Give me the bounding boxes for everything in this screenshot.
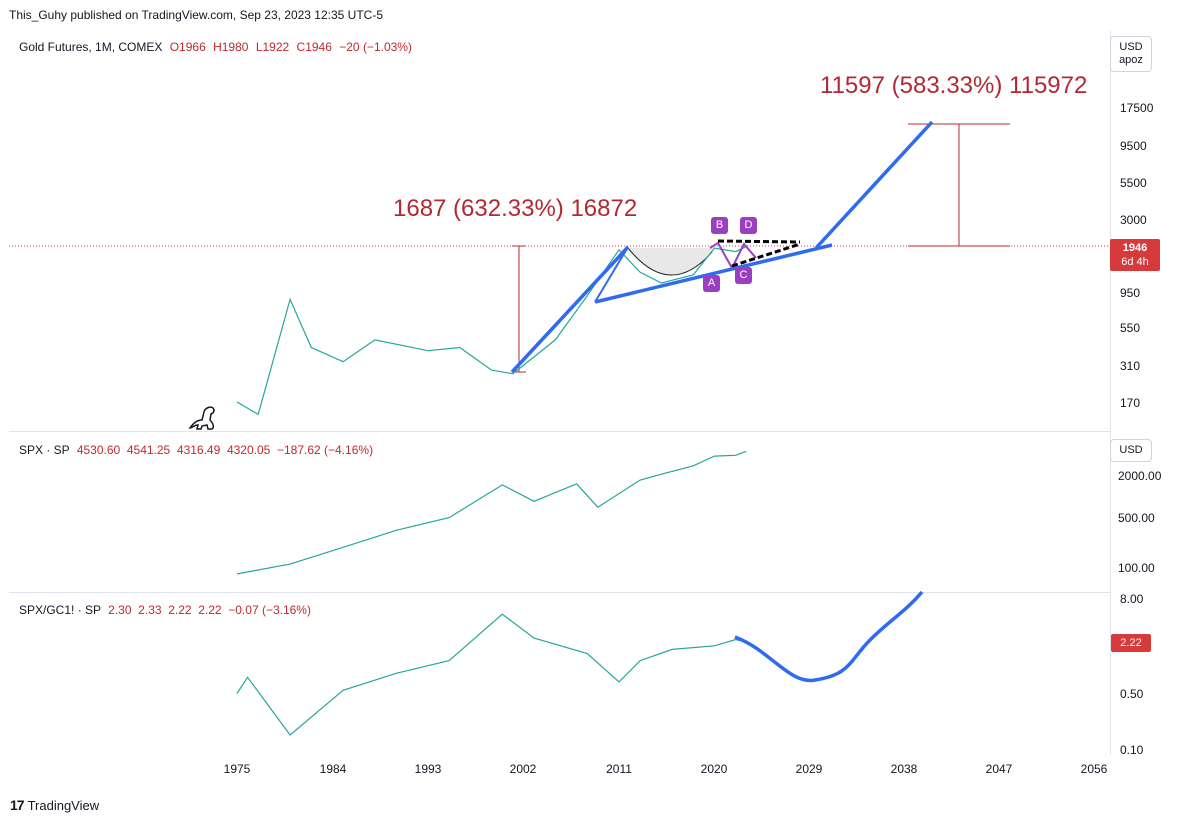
panel-divider [9,431,1111,432]
symbol-label: Gold Futures, 1M, COMEX [19,40,163,54]
symbol-label: SPX/GC1! · SP [19,603,101,617]
x-tick-label: 1975 [223,762,251,776]
tv-logo-icon: 17 [10,797,25,813]
x-tick-label: 2011 [606,762,632,776]
ratio-legend[interactable]: SPX/GC1! · SP 2.30 2.33 2.22 2.22 −0.07 … [19,603,311,617]
gold-futures-legend[interactable]: Gold Futures, 1M, COMEX O1966 H1980 L192… [19,40,412,54]
pattern-point-c[interactable]: C [735,267,752,284]
ohlc-values: 4530.60 4541.25 4316.49 4320.05 −187.62 … [76,443,374,457]
unit-label: apoz [1119,54,1143,66]
x-tick-label: 1984 [319,762,347,776]
y-tick-label: 2000.00 [1118,469,1162,483]
gold-price-series [236,246,747,416]
ratio-price-tag: 2.22 [1111,634,1151,652]
y-tick-label: 5500 [1120,176,1147,190]
price-axis-divider [1110,30,1111,755]
spx-price-series [236,450,747,575]
currency-label: USD [1119,41,1143,53]
dinosaur-icon [188,406,215,430]
measure-label-1[interactable]: 1687 (632.33%) 16872 [393,195,638,222]
panel-divider [9,592,1111,593]
price-value: 1946 [1122,242,1148,254]
cup-shading [628,248,712,276]
y-tick-label: 310 [1120,359,1141,373]
triangle-top-line [717,239,801,244]
currency-label: USD [1119,444,1143,456]
y-tick-label: 3000 [1120,213,1147,227]
pattern-point-a[interactable]: A [703,275,720,292]
current-price-tag: 1946 6d 4h [1110,239,1160,271]
y-tick-label: 170 [1120,396,1141,410]
y-tick-label: 550 [1120,321,1141,335]
y-tick-label: 500.00 [1118,511,1155,525]
tradingview-footer[interactable]: 17 TradingView [10,797,99,813]
x-tick-label: 2020 [700,762,728,776]
spx-legend[interactable]: SPX · SP 4530.60 4541.25 4316.49 4320.05… [19,443,373,457]
y-tick-label: 950 [1120,286,1141,300]
pattern-point-b[interactable]: B [711,217,728,234]
trend-line-connector [594,246,629,303]
x-tick-label: 2047 [985,762,1013,776]
x-tick-label: 1993 [414,762,442,776]
ohlc-high: H1980 [213,40,249,54]
published-by-line: This_Guhy published on TradingView.com, … [9,8,384,22]
y-tick-label: 9500 [1120,139,1147,153]
y-tick-label: 17500 [1120,101,1154,115]
trend-line-upswing[interactable] [510,245,630,374]
triangle-bottom-line [731,242,801,268]
countdown-value: 6d 4h [1121,256,1149,268]
cup-outline [627,247,713,276]
y-tick-label: 100.00 [1118,561,1155,575]
ohlc-values: 2.30 2.33 2.22 2.22 −0.07 (−3.16%) [108,603,311,617]
x-tick-label: 2038 [890,762,918,776]
ratio-projection-curve[interactable] [734,590,924,683]
currency-unit-button[interactable]: USD apoz [1110,36,1152,72]
y-tick-label: 0.50 [1120,687,1144,701]
currency-unit-button[interactable]: USD [1110,439,1152,462]
x-tick-label: 2056 [1080,762,1108,776]
ratio-price-series [236,613,747,736]
ohlc-low: L1922 [255,40,290,54]
brand-name: TradingView [27,797,100,813]
ohlc-close: C1946 [296,40,332,54]
ohlc-open: O1966 [169,40,206,54]
trend-line-support[interactable] [594,243,833,304]
change-value: −20 (−1.03%) [339,40,412,54]
pattern-point-d[interactable]: D [740,217,757,234]
abcd-pattern[interactable] [709,241,757,271]
x-tick-label: 2029 [795,762,823,776]
symbol-label: SPX · SP [19,443,70,457]
y-tick-label: 0.10 [1120,743,1144,757]
trend-line-projection[interactable] [814,120,934,250]
y-tick-label: 8.00 [1120,592,1144,606]
measure-label-2[interactable]: 11597 (583.33%) 115972 [820,72,1088,99]
x-tick-label: 2002 [509,762,537,776]
